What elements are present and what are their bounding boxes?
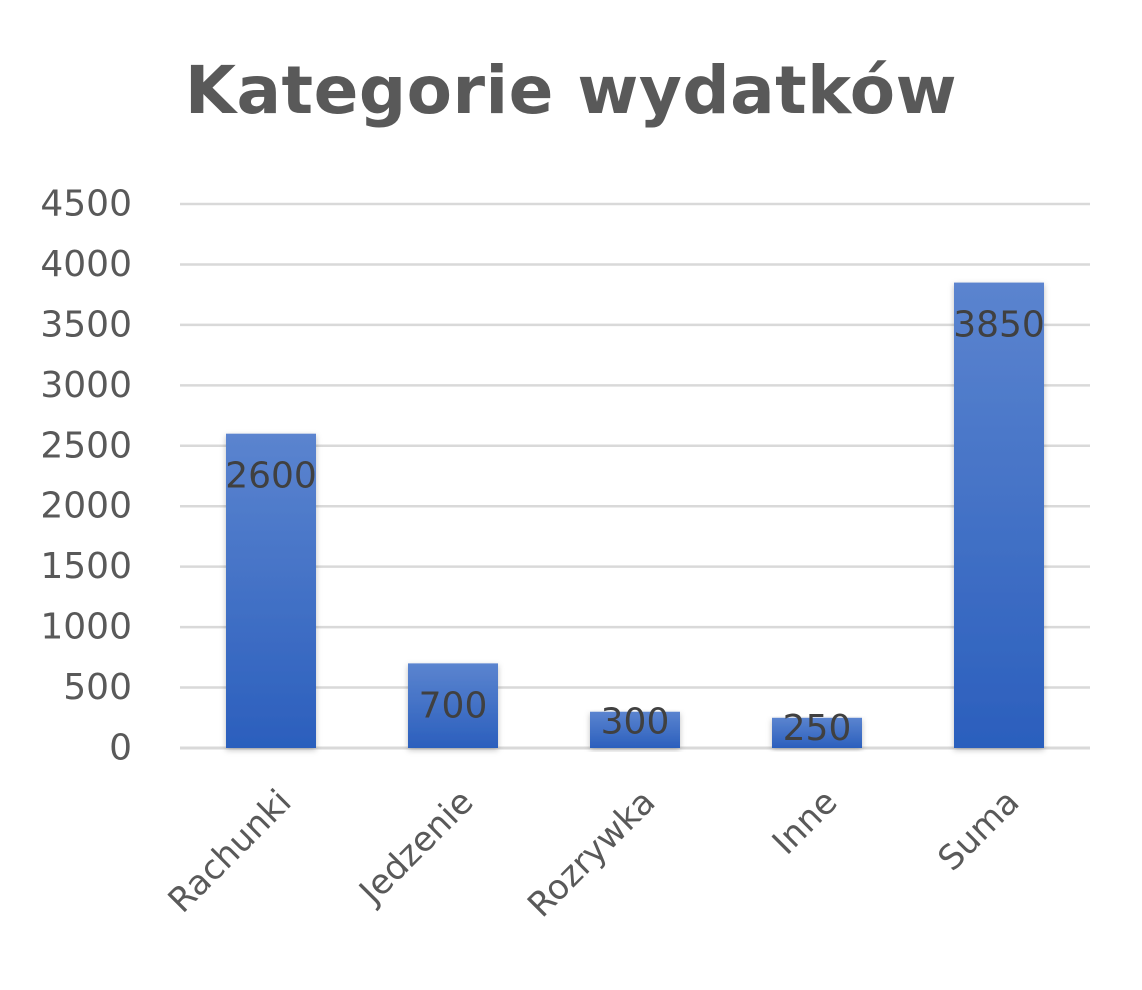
y-tick-label: 2000 bbox=[40, 486, 132, 527]
y-tick-label: 3000 bbox=[40, 365, 132, 406]
x-tick-label: Inne bbox=[765, 782, 846, 863]
y-tick-label: 0 bbox=[109, 728, 132, 769]
data-label: 250 bbox=[783, 708, 852, 749]
x-tick-label: Suma bbox=[930, 782, 1027, 879]
bar bbox=[954, 282, 1044, 748]
y-tick-label: 3500 bbox=[40, 304, 132, 345]
y-tick-label: 4000 bbox=[40, 244, 132, 285]
bar bbox=[408, 663, 498, 748]
x-tick-label: Rachunki bbox=[161, 782, 300, 921]
y-tick-label: 1500 bbox=[40, 546, 132, 587]
chart-title: Kategorie wydatków bbox=[184, 52, 958, 129]
data-label: 300 bbox=[601, 702, 670, 743]
data-label: 3850 bbox=[953, 305, 1045, 346]
x-tick-label: Jedzenie bbox=[350, 782, 481, 913]
data-labels: 2600 700 300 250 3850 bbox=[225, 305, 1045, 749]
data-label: 700 bbox=[419, 685, 488, 726]
x-axis: Rachunki Jedzenie Rozrywka Inne Suma bbox=[161, 782, 1028, 925]
y-tick-label: 1000 bbox=[40, 607, 132, 648]
y-tick-label: 4500 bbox=[40, 184, 132, 225]
data-label: 2600 bbox=[225, 456, 317, 497]
bar bbox=[772, 717, 862, 748]
bars bbox=[226, 282, 1044, 748]
y-axis: 0 500 1000 1500 2000 2500 3000 3500 4000 4500 bbox=[40, 184, 132, 769]
gridlines bbox=[180, 202, 1090, 750]
bar bbox=[590, 711, 680, 748]
y-tick-label: 500 bbox=[63, 667, 132, 708]
y-tick-label: 2500 bbox=[40, 425, 132, 466]
x-tick-label: Rozrywka bbox=[520, 782, 663, 925]
bar bbox=[226, 433, 316, 748]
